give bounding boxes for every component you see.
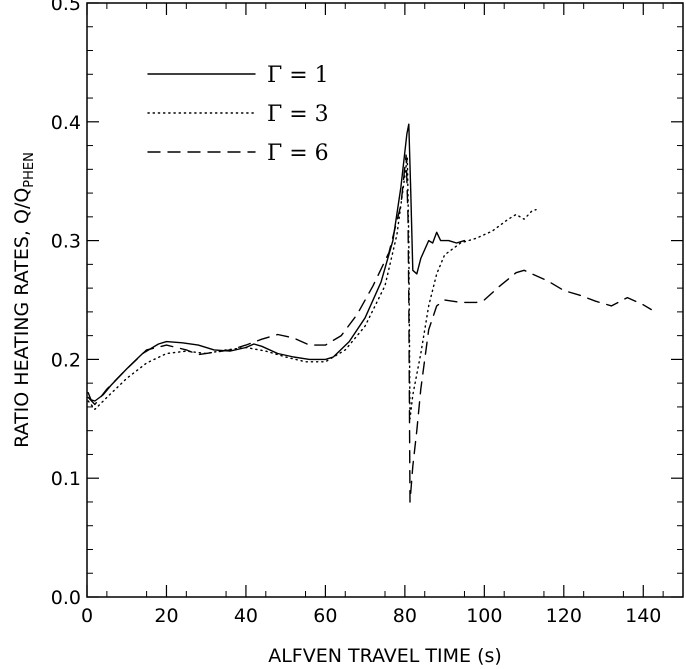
y-axis-ticks: 0.0 0.1 0.2 0.3 0.4 0.5 (51, 0, 683, 609)
series-layer (87, 123, 652, 503)
x-tick-label: 140 (625, 605, 661, 627)
y-axis-title: RATIO HEATING RATES, Q/QPHEN (11, 152, 37, 448)
series-line-3 (87, 154, 652, 503)
y-tick-label: 0.0 (51, 587, 81, 609)
x-axis-ticks: 0 20 40 60 80 100 120 140 (81, 3, 664, 627)
x-tick-label: 20 (154, 605, 178, 627)
legend-label-2: Γ = 3 (267, 102, 329, 127)
x-tick-label: 0 (81, 605, 93, 627)
x-axis-title: ALFVEN TRAVEL TIME (s) (268, 645, 502, 667)
x-tick-label: 120 (546, 605, 582, 627)
y-tick-label: 0.1 (51, 468, 81, 490)
y-axis-title-main: RATIO HEATING RATES, Q/Q (11, 188, 33, 448)
y-tick-label: 0.4 (51, 112, 81, 134)
y-tick-label: 0.2 (51, 349, 81, 371)
series-line-2 (87, 156, 537, 420)
x-tick-label: 100 (466, 605, 502, 627)
series-line-1 (87, 123, 466, 402)
legend-label-1: Γ = 1 (267, 63, 329, 88)
legend-label-3: Γ = 6 (267, 141, 329, 166)
y-axis-title-subscript: PHEN (22, 152, 37, 188)
y-tick-label: 0.3 (51, 231, 81, 253)
x-tick-label: 40 (234, 605, 258, 627)
x-tick-label: 60 (313, 605, 337, 627)
legend: Γ = 1 Γ = 3 Γ = 6 (147, 63, 329, 166)
y-tick-label: 0.5 (51, 0, 81, 15)
x-tick-label: 80 (393, 605, 417, 627)
